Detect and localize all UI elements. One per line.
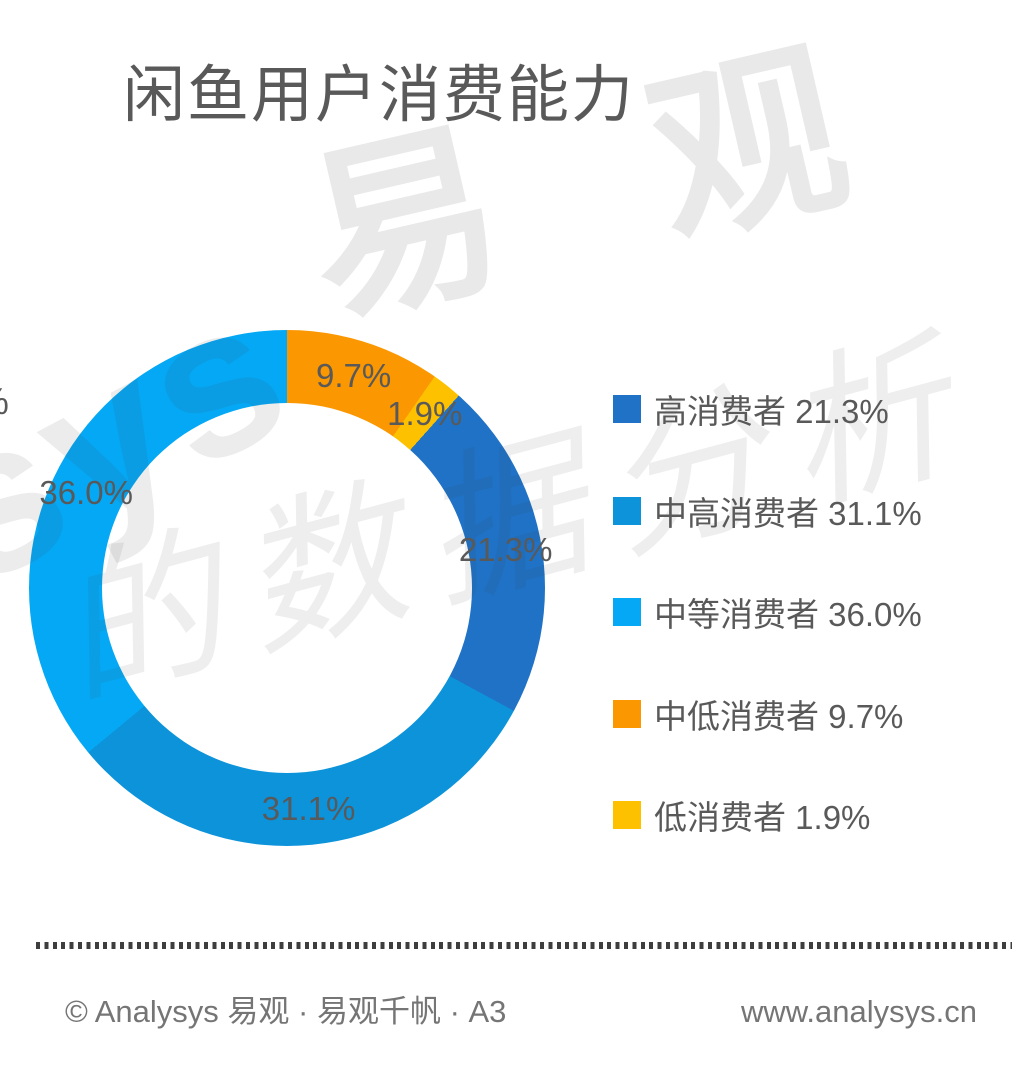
donut-hole bbox=[102, 403, 472, 773]
footer-divider bbox=[36, 942, 1012, 949]
legend-swatch-icon bbox=[613, 801, 641, 829]
legend-item: 低消费者 1.9% bbox=[613, 791, 870, 839]
legend-swatch-icon bbox=[613, 395, 641, 423]
footer: © Analysys 易观 · 易观千帆 · A3 www.analysys.c… bbox=[65, 986, 977, 1031]
footer-url: www.analysys.cn bbox=[740, 994, 977, 1029]
legend-label: 中低消费者 9.7% bbox=[654, 697, 904, 735]
slice-label: 21.3% bbox=[458, 530, 553, 568]
legend-label: 中等消费者 36.0% bbox=[654, 596, 922, 633]
legend-label: 中高消费者 31.1% bbox=[654, 494, 922, 532]
slice-label: 1.9% bbox=[387, 394, 463, 432]
footer-copyright: © Analysys 易观 · 易观千帆 · A3 bbox=[65, 994, 507, 1029]
legend-item: 中等消费者 36.0% bbox=[613, 588, 922, 636]
page-title: 闲鱼用户消费能力 bbox=[123, 61, 636, 130]
legend-item: 中高消费者 31.1% bbox=[613, 487, 922, 535]
legend-label: 高消费者 21.3% bbox=[654, 393, 889, 430]
legend-swatch-icon bbox=[613, 496, 641, 525]
legend-item: 中低消费者 9.7% bbox=[613, 690, 903, 738]
legend-swatch-icon bbox=[613, 598, 641, 626]
legend-label: 低消费者 1.9% bbox=[654, 799, 871, 836]
legend-swatch-icon bbox=[613, 699, 641, 728]
legend-item: 高消费者 21.3% bbox=[613, 385, 889, 433]
slice-label: 9.7% bbox=[315, 357, 392, 395]
clipped-percent-label: % bbox=[0, 381, 9, 423]
slice-label: 31.1% bbox=[261, 789, 356, 827]
slice-label: 36.0% bbox=[39, 474, 133, 512]
